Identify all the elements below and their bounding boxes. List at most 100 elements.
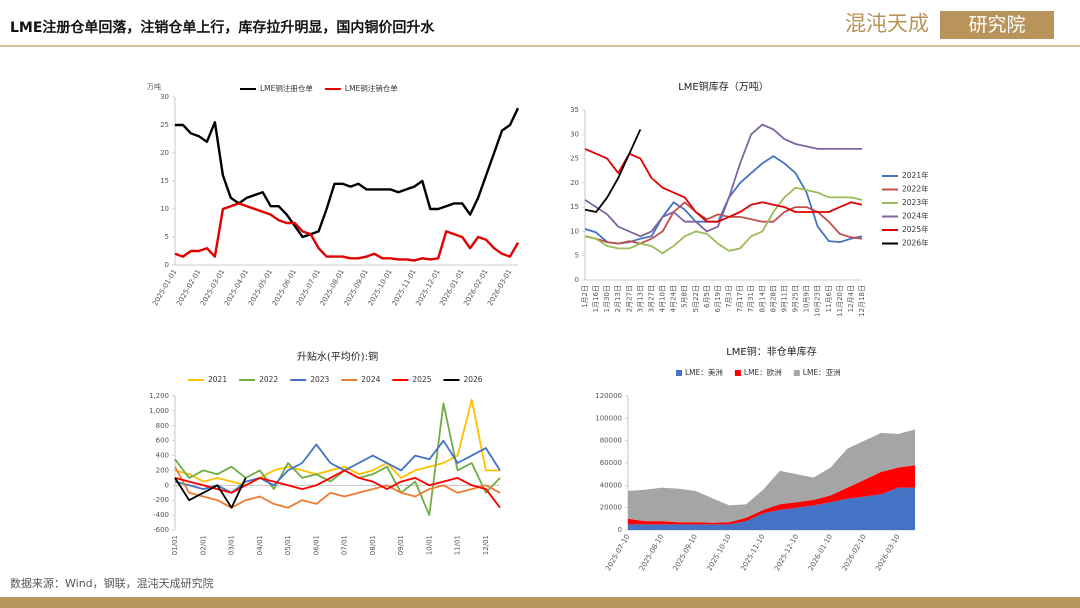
x-tick-label: 10/01 [425,535,433,555]
y-tick-label: 0 [618,526,622,534]
legend-label: 2021年 [902,170,929,180]
y-tick-label: -400 [153,511,169,519]
y-tick-label: 100000 [595,414,622,422]
logo-box-text: 研究院 [968,14,1025,36]
y-tick-label: 30 [570,130,579,138]
y-tick-label: 15 [570,203,579,211]
x-tick-label: 02/01 [199,535,207,555]
legend-label: 2022 [259,375,278,384]
y-tick-label: 1,200 [149,392,169,400]
series-line [174,398,500,487]
legend-label: 2023年 [902,197,929,207]
y-tick-label: 10 [160,205,169,213]
legend-label: LME：亚洲 [803,368,841,377]
legend-label: 2025年 [902,224,929,234]
y-tick-label: 120000 [595,392,622,400]
series-area [628,429,915,523]
y-tick-label: 15 [160,177,169,185]
legend-label: 2024 [361,375,380,384]
x-tick-label: 03/01 [228,535,236,555]
x-tick-label: 9月25日 [792,285,800,312]
y-tick-label: 600 [156,437,169,445]
chart-title: LME铜库存（万吨） [678,80,769,93]
y-tick-label: 800 [156,422,169,430]
y-tick-label: 5 [165,233,169,241]
x-tick-label: 8月28日 [769,285,777,312]
logo-text: 混沌天成 [845,12,929,36]
y-tick-label: 0 [165,261,169,269]
y-tick-label: 0 [165,481,169,489]
x-tick-label: 04/01 [256,535,264,555]
x-tick-label: 6月5日 [703,285,711,308]
legend-swatch [793,370,800,376]
chart-title: LME铜：非仓单库存 [726,345,817,358]
x-tick-label: 8月14日 [758,285,766,312]
legend-label: LME：欧洲 [744,367,782,377]
legend-label: 2023 [310,375,329,384]
x-tick-label: 1月30日 [603,285,611,312]
x-tick-label: 5月8日 [681,285,689,308]
x-tick-label: 4月24日 [670,285,678,312]
series-line [584,186,863,255]
y-tick-label: 0 [575,276,579,284]
x-tick-label: 7月31日 [747,285,755,312]
x-tick-label: 05/01 [284,535,292,555]
x-tick-label: 1月16日 [592,285,600,312]
y-tick-label: 20 [160,149,169,157]
x-tick-label: 1月2日 [581,285,589,308]
series-line [174,202,520,262]
y-tick-label: 25 [160,121,169,129]
slide-title: LME注册仓单回落，注销仓单上行，库存拉升明显，国内铜价回升水 [10,19,435,36]
y-tick-label: 200 [156,466,169,474]
legend-label: 2022年 [902,184,929,194]
series-line [584,123,862,238]
legend-label: LME铜注册仓单 [260,83,313,93]
legend-label: 2021 [208,375,227,384]
legend-label: 2024年 [902,211,929,221]
y-tick-label: 80000 [600,437,622,445]
series-line [584,129,642,213]
y-tick-label: 35 [570,106,579,114]
x-tick-label: 4月10日 [659,285,667,312]
x-tick-label: 11/01 [454,535,462,555]
series-line [174,469,501,509]
x-tick-label: 3月13日 [636,285,644,312]
source-note: 数据来源：Wind，钢联，混沌天成研究院 [10,576,214,590]
series-area [628,465,915,525]
x-tick-label: 11月20日 [836,285,844,317]
x-tick-label: 9月11日 [780,285,788,312]
legend-label: 2025 [412,375,431,384]
x-tick-label: 12月18日 [858,285,866,317]
series-line [174,402,501,516]
legend-swatch [676,370,682,376]
y-tick-label: 400 [156,452,169,460]
chart-title: 升贴水(平均价):铜 [297,350,378,363]
y-tick-label: 1,000 [149,407,169,415]
legend-label: 2026 [463,375,482,384]
x-tick-label: 01/01 [171,535,179,555]
y-tick-label: 5 [575,252,579,260]
logo-box [940,11,1054,39]
legend-swatch [734,370,741,376]
y-tick-label: 60000 [600,459,622,467]
x-tick-label: 2月13日 [614,285,622,312]
x-tick-label: 08/01 [369,535,377,555]
y-tick-label: 30 [160,93,169,101]
y-tick-label: 10 [570,227,579,235]
series-line [175,107,520,239]
x-tick-label: 7月17日 [736,285,744,312]
y-tick-label: -600 [153,526,169,534]
x-tick-label: 11月6日 [825,285,833,312]
y-tick-label: 20 [570,179,579,187]
series-line [174,466,501,509]
series-area [628,487,915,530]
y-tick-label: -200 [153,496,169,504]
series-line [174,477,247,509]
y-axis-label: 万吨 [147,82,161,91]
legend-label: 2026年 [902,238,929,248]
x-tick-label: 12/01 [482,535,490,555]
x-tick-label: 7月3日 [725,285,733,308]
footer-bar [0,597,1080,608]
